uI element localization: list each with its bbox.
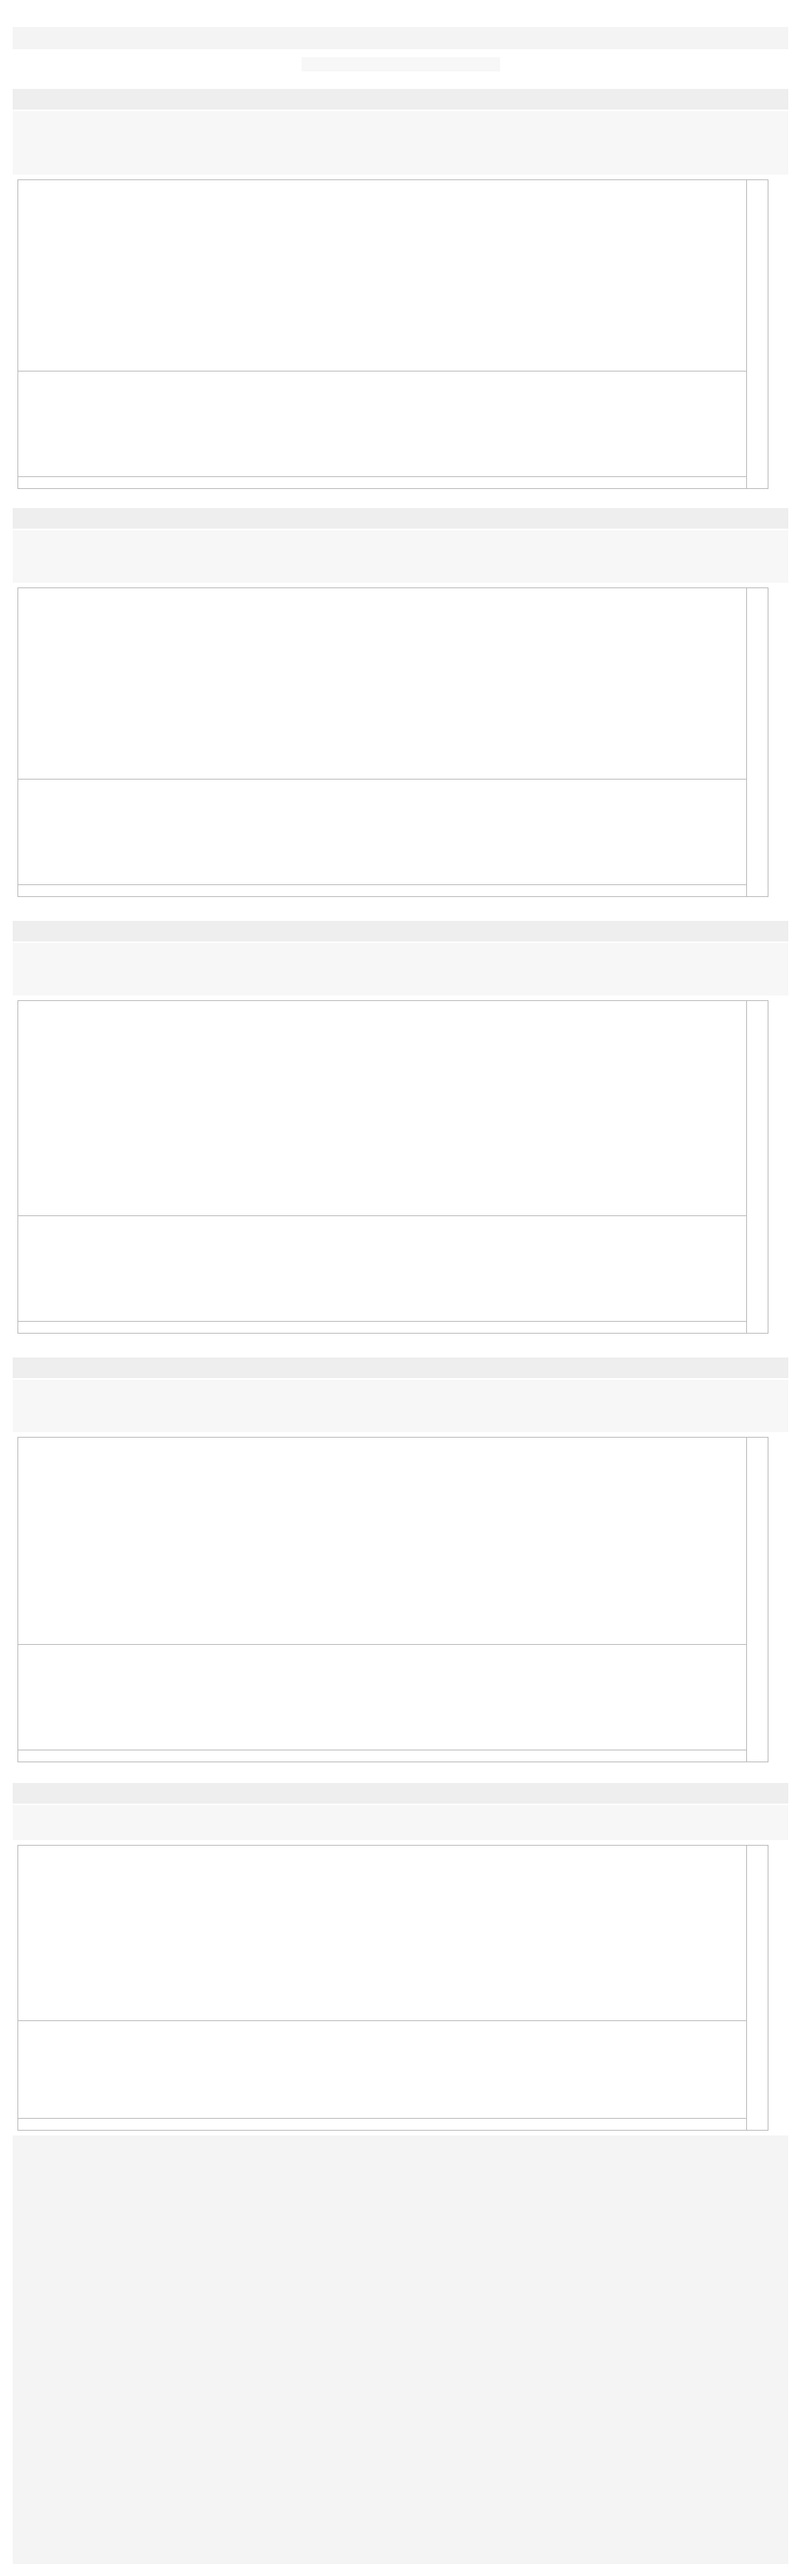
chart-image (17, 179, 768, 489)
section-body (13, 530, 788, 583)
price-axis (746, 180, 768, 488)
chart-image (17, 587, 768, 897)
section-heading (13, 1357, 788, 1378)
chart-image (17, 1000, 768, 1334)
disclaimer-text (13, 2135, 788, 2564)
price-pane (18, 180, 747, 372)
time-axis (18, 1321, 747, 1333)
price-pane (18, 1001, 747, 1216)
indicator-pane (18, 1647, 747, 1750)
time-axis (18, 476, 747, 488)
chart-image (17, 1845, 768, 2131)
section-heading (13, 508, 788, 529)
article-meta (302, 57, 500, 71)
section-body (13, 1380, 788, 1432)
indicator-pane (18, 2023, 747, 2119)
time-axis (18, 884, 747, 896)
price-pane (18, 1438, 747, 1645)
indicator-pane (18, 782, 747, 885)
indicator-pane (18, 374, 747, 477)
price-axis (746, 1846, 768, 2130)
price-pane (18, 588, 747, 780)
article-title (13, 27, 788, 49)
indicator-pane (18, 1219, 747, 1322)
section-heading (13, 921, 788, 941)
price-axis (746, 1438, 768, 1762)
price-axis (746, 588, 768, 896)
price-axis (746, 1001, 768, 1333)
section-body (13, 1805, 788, 1840)
time-axis (18, 2118, 747, 2130)
price-pane (18, 1846, 747, 2021)
section-body (13, 943, 788, 995)
chart-image (17, 1437, 768, 1762)
section-heading (13, 89, 788, 110)
article-header (0, 0, 801, 87)
section-body (13, 111, 788, 175)
time-axis (18, 1750, 747, 1762)
section-heading (13, 1783, 788, 1804)
